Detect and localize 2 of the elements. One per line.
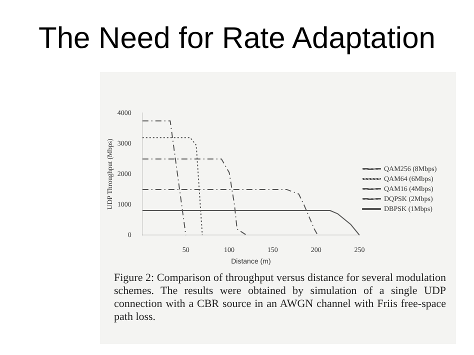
caption: Figure 2: Comparison of throughput versus distance for several modulation schemes. The results were obtained by simulation of a single UDP connection with a CBR source in an AWGN channel with Friis free-space path loss. [114, 272, 446, 324]
chart-title: The Need for Rate Adaptation [38, 22, 436, 56]
